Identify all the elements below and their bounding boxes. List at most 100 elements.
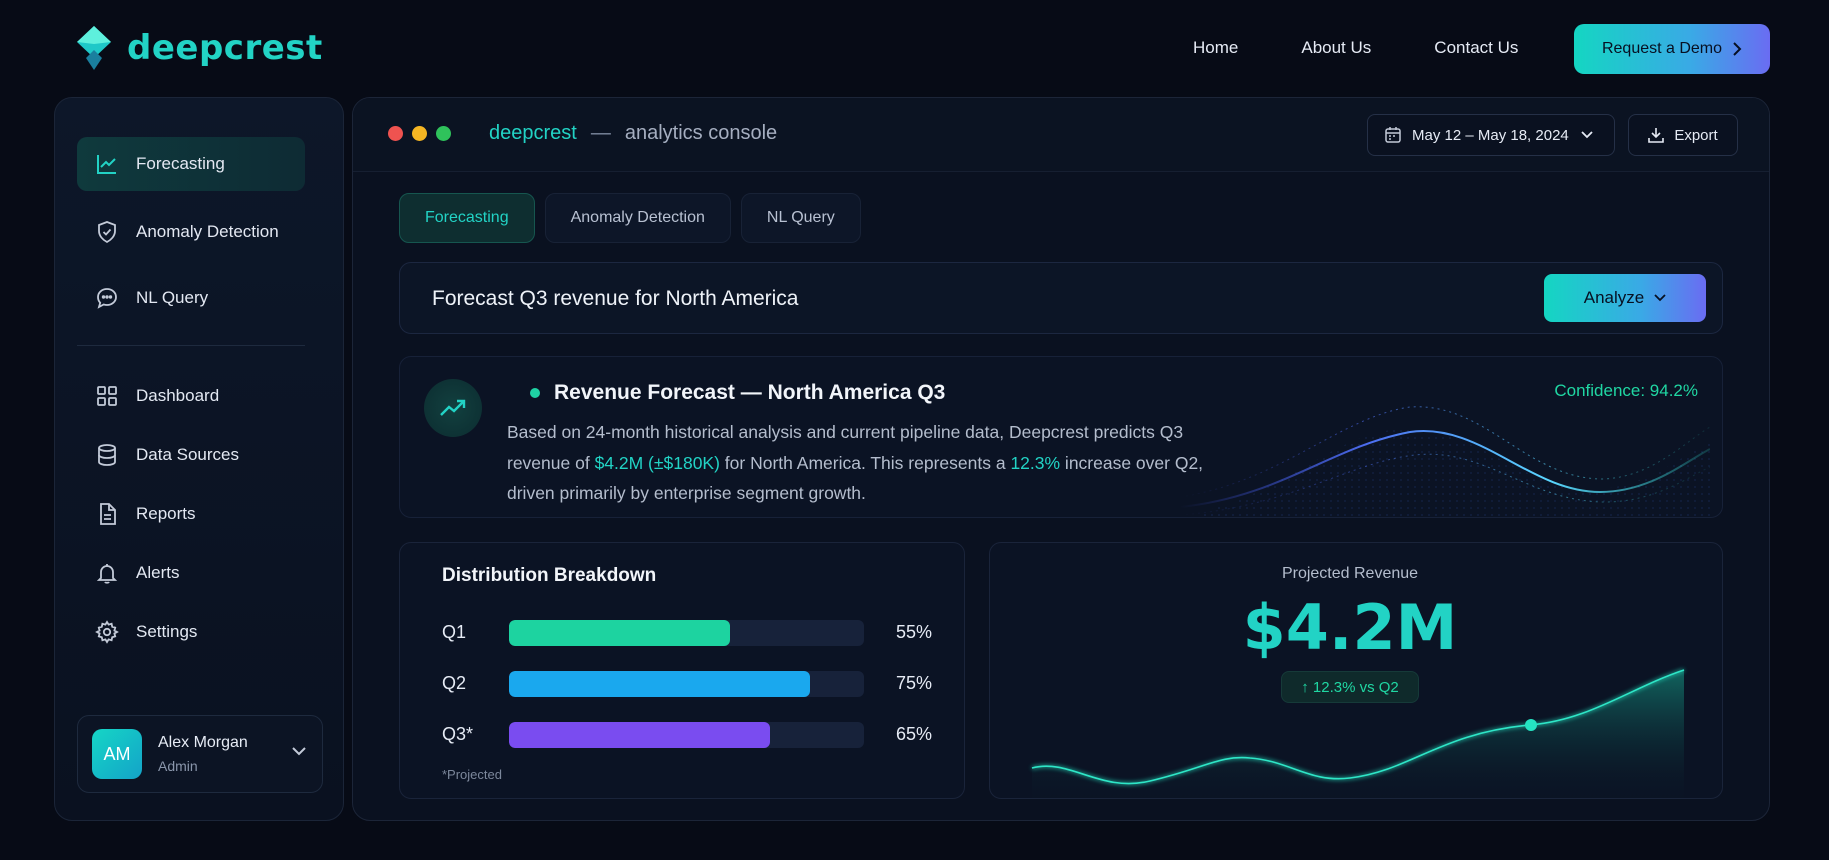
bar-row-q3: Q3* 65% [442,722,932,748]
sidebar-item-label: Data Sources [136,445,239,464]
bar-fill [509,722,770,748]
title-separator: — [590,122,611,144]
sidebar-item-data-sources[interactable]: Data Sources [77,428,305,482]
shield-check-icon [95,220,119,244]
request-demo-button[interactable]: Request a Demo [1574,24,1770,74]
query-input[interactable]: Forecast Q3 revenue for North America [432,287,799,310]
nav-links: Home About Us Contact Us [1193,38,1581,58]
bar-label: Q2 [442,673,467,693]
bar-row-q1: Q1 55% [442,620,932,646]
bar-percent: 55% [895,622,932,642]
chat-bubble-icon [95,286,119,310]
forecast-summary: Based on 24-month historical analysis an… [507,417,1207,509]
bar-track [509,722,864,748]
user-role: Admin [158,758,198,774]
database-icon [95,443,119,467]
projected-revenue-label: Projected Revenue [1281,565,1419,582]
chevron-down-icon [292,747,306,756]
sidebar-item-forecasting[interactable]: Forecasting [77,137,305,191]
sidebar-item-settings[interactable]: Settings [77,605,305,659]
user-profile-card[interactable]: AM Alex Morgan Admin [77,715,323,793]
projected-revenue-value: $4.2M [1242,591,1458,664]
trend-badge [424,379,482,437]
bar-label: Q1 [442,622,467,642]
tab-anomaly-detection[interactable]: Anomaly Detection [544,193,731,243]
forecast-result-card: Revenue Forecast — North America Q3 Base… [399,356,1723,518]
sidebar-item-label: Dashboard [136,386,220,405]
nav-home-link[interactable]: Home [1193,38,1239,57]
sidebar-item-label: Settings [136,622,198,641]
window-minimize-dot[interactable] [412,126,427,141]
bar-label: Q3* [442,724,474,744]
sidebar-item-label: Forecasting [136,154,225,173]
bar-track [509,620,864,646]
status-dot [530,388,540,398]
user-name: Alex Morgan [158,734,248,751]
document-icon [95,502,119,526]
analyze-label: Analyze [1583,288,1645,307]
summary-part-3: increase over Q2, driven primarily by en… [507,452,1204,504]
bar-percent: 65% [895,724,932,744]
top-navigation: deepcrest Home About Us Contact Us Reque… [0,0,1829,98]
sidebar-item-anomaly-detection[interactable]: Anomaly Detection [77,205,305,259]
sidebar-item-dashboard[interactable]: Dashboard [77,369,305,423]
window-close-dot[interactable] [388,126,403,141]
gear-icon [95,620,119,644]
distribution-breakdown-card: Distribution Breakdown Q1 55% Q2 75% Q3*… [399,542,965,799]
chevron-right-icon [1733,42,1742,56]
sidebar-item-label: Anomaly Detection [136,222,279,241]
export-label: Export [1674,126,1718,144]
date-range-picker[interactable]: May 12 – May 18, 2024 [1367,114,1615,156]
projected-revenue-card: Projected Revenue $4.2M ↑ 12.3% vs Q2 [989,542,1723,799]
sidebar-item-label: Reports [136,504,196,523]
request-demo-label: Request a Demo [1601,40,1723,57]
console-header: deepcrest — analytics console May 12 – May… [353,98,1769,172]
download-icon [1648,128,1665,143]
forecast-amount: $4.2M (±$180K) [594,452,720,473]
sidebar-item-alerts[interactable]: Alerts [77,546,305,600]
console-subtitle: analytics console [624,122,778,144]
bar-fill [509,620,730,646]
forecast-title: Revenue Forecast — North America Q3 [530,381,945,405]
grid-icon [95,384,119,408]
decorative-wave-graphic [1179,406,1710,517]
bar-fill [509,671,810,697]
summary-part-2: for North America. This represents a [719,452,1011,473]
analytics-console: deepcrest — analytics console May 12 – May… [352,97,1770,821]
brand-name: deepcrest [127,28,323,68]
analyze-button[interactable]: Analyze [1544,274,1706,322]
logo-diamond-icon [77,26,111,70]
avatar: AM [92,729,142,779]
revenue-trend-chart [1031,668,1685,798]
bar-track [509,671,864,697]
distribution-title: Distribution Breakdown [442,565,657,586]
trending-up-icon [440,399,466,416]
revenue-delta-badge: ↑ 12.3% vs Q2 [1281,671,1419,703]
export-button[interactable]: Export [1628,114,1738,156]
window-maximize-dot[interactable] [436,126,451,141]
calendar-icon [1385,127,1401,143]
query-bar[interactable]: Forecast Q3 revenue for North America An… [399,262,1723,334]
console-title: deepcrest — analytics console [489,122,777,145]
user-info: Alex Morgan Admin [158,734,248,774]
sidebar-item-reports[interactable]: Reports [77,487,305,541]
nav-about-link[interactable]: About Us [1301,38,1372,57]
chevron-down-icon [1654,294,1666,302]
confidence-score: Confidence: 94.2% [1554,381,1698,400]
sidebar-item-nl-query[interactable]: NL Query [77,271,305,325]
sidebar: Forecasting Anomaly Detection NL Query D… [54,97,344,821]
sidebar-item-label: NL Query [136,288,209,307]
date-range-label: May 12 – May 18, 2024 [1412,126,1569,144]
line-chart-icon [95,152,119,176]
logo[interactable]: deepcrest [75,24,323,72]
console-brand: deepcrest [489,122,577,144]
summary-part-1: Based on 24-month historical analysis an… [507,422,1184,473]
forecast-growth-pct: 12.3% [1010,452,1061,473]
nav-contact-link[interactable]: Contact Us [1434,38,1519,57]
bar-row-q2: Q2 75% [442,671,932,697]
tab-forecasting[interactable]: Forecasting [399,193,535,243]
bar-percent: 75% [895,673,932,693]
tab-nl-query[interactable]: NL Query [740,193,861,243]
sidebar-divider [77,345,305,346]
sidebar-item-label: Alerts [136,563,180,582]
